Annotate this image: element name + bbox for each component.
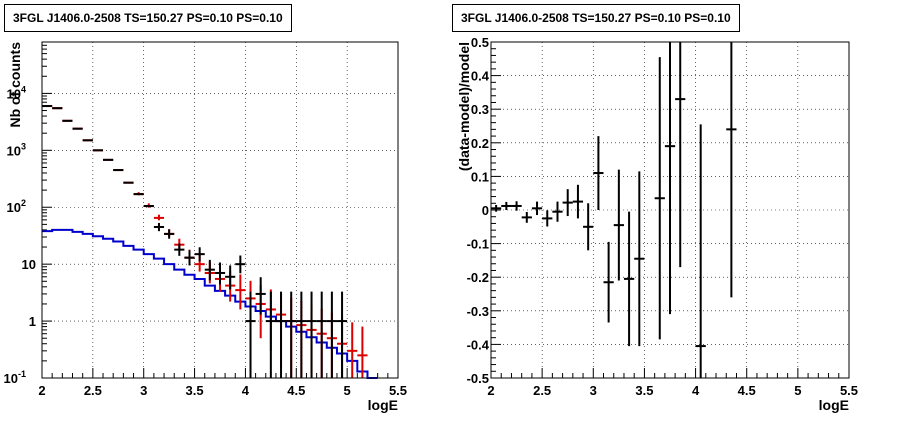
residual-point <box>511 201 522 211</box>
data-point <box>326 291 337 378</box>
residual-point <box>603 241 614 323</box>
y-tick-label: -0.5 <box>467 371 489 386</box>
data-point <box>316 291 327 378</box>
y-tick-label: 102 <box>7 198 26 215</box>
y-tick-label: 1 <box>29 314 36 329</box>
data-point <box>336 291 348 378</box>
residual-point <box>634 171 645 347</box>
y-tick-label: -0.4 <box>467 337 490 352</box>
residual-point <box>593 136 604 210</box>
data-point <box>174 243 185 256</box>
residual-point <box>562 189 573 217</box>
x-tick-label: 3.5 <box>635 383 653 398</box>
plot-frame <box>41 41 399 379</box>
x-tick-label: 2 <box>38 383 45 398</box>
data-point <box>184 250 195 266</box>
data-point <box>296 291 307 378</box>
total-model-point <box>153 214 165 221</box>
residual-point <box>572 184 584 219</box>
y-tick-label: -0.1 <box>467 237 489 252</box>
residual-point <box>623 211 635 347</box>
residual-point <box>521 212 532 223</box>
x-tick-label: 5 <box>794 383 801 398</box>
x-tick-label: 3.5 <box>186 383 204 398</box>
y-tick-label: 0.4 <box>471 69 490 84</box>
residuals-chart: 2 2.5 3 3.5 4 4.5 5 5.5 0.5 0.4 0.3 0.2 0.1 0 -0.1 -0.2… <box>456 35 858 413</box>
y-tick-label: -0.3 <box>467 304 489 319</box>
data-point <box>164 229 175 239</box>
y-tick-label: 0 <box>482 203 489 218</box>
residual-point <box>542 210 553 227</box>
residual-point <box>695 124 706 378</box>
y-tick-label: -0.2 <box>467 270 489 285</box>
x-tick-label: 4.5 <box>738 383 756 398</box>
total-model-point <box>347 322 358 378</box>
y-tick-label: 10-1 <box>4 369 26 386</box>
residual-point <box>613 169 624 281</box>
residual-point <box>491 204 502 212</box>
data-point <box>245 291 256 378</box>
y-tick-label: 10 <box>22 257 36 272</box>
data-point <box>225 265 236 290</box>
x-tick-label: 2.5 <box>533 383 551 398</box>
x-tick-label: 2.5 <box>84 383 102 398</box>
residual-point <box>583 203 594 251</box>
residual-point <box>654 57 665 340</box>
x-tick-label: 5.5 <box>389 383 407 398</box>
x-tick-label: 3 <box>140 383 147 398</box>
x-tick-label: 4 <box>692 383 700 398</box>
total-model-point <box>357 326 368 378</box>
total-model-point <box>235 274 246 310</box>
residual-point <box>664 42 676 315</box>
data-point <box>204 259 215 281</box>
x-tick-label: 3 <box>590 383 597 398</box>
residual-point <box>675 42 686 268</box>
x-axis-label: logE <box>368 397 398 413</box>
plot-area <box>42 42 398 378</box>
data-point <box>306 291 317 378</box>
source-model-step-line <box>42 228 378 379</box>
right-chart-title: 3FGL J1406.0-2508 TS=150.27 PS=0.10 PS=0… <box>452 4 740 32</box>
data-point <box>194 247 205 262</box>
x-tick-label: 4.5 <box>287 383 305 398</box>
data-point <box>275 291 287 378</box>
y-axis-label: (data-model)/model <box>456 42 472 171</box>
y-tick-label: 103 <box>7 141 26 158</box>
residual-point <box>726 42 737 298</box>
x-tick-label: 4 <box>242 383 250 398</box>
x-tick-label: 5 <box>344 383 351 398</box>
residual-point <box>552 201 563 222</box>
y-tick-label: 0.1 <box>471 169 489 184</box>
y-tick-label: 0.5 <box>471 35 489 50</box>
residual-point <box>531 201 543 216</box>
plot-frame <box>490 41 850 379</box>
data-point <box>286 291 297 378</box>
x-axis-label: logE <box>819 397 849 413</box>
x-tick-label: 2 <box>487 383 494 398</box>
y-tick-label: 0.3 <box>471 102 489 117</box>
residual-point <box>501 201 512 210</box>
left-chart-title: 3FGL J1406.0-2508 TS=150.27 PS=0.10 PS=0… <box>4 4 292 32</box>
y-axis-label: Nb of counts <box>7 42 23 128</box>
y-tick-label: 0.2 <box>471 136 489 151</box>
x-tick-label: 5.5 <box>840 383 858 398</box>
data-point <box>265 291 276 378</box>
data-point <box>214 262 226 285</box>
data-point <box>153 222 165 232</box>
data-point <box>255 277 266 315</box>
data-point <box>235 255 246 274</box>
